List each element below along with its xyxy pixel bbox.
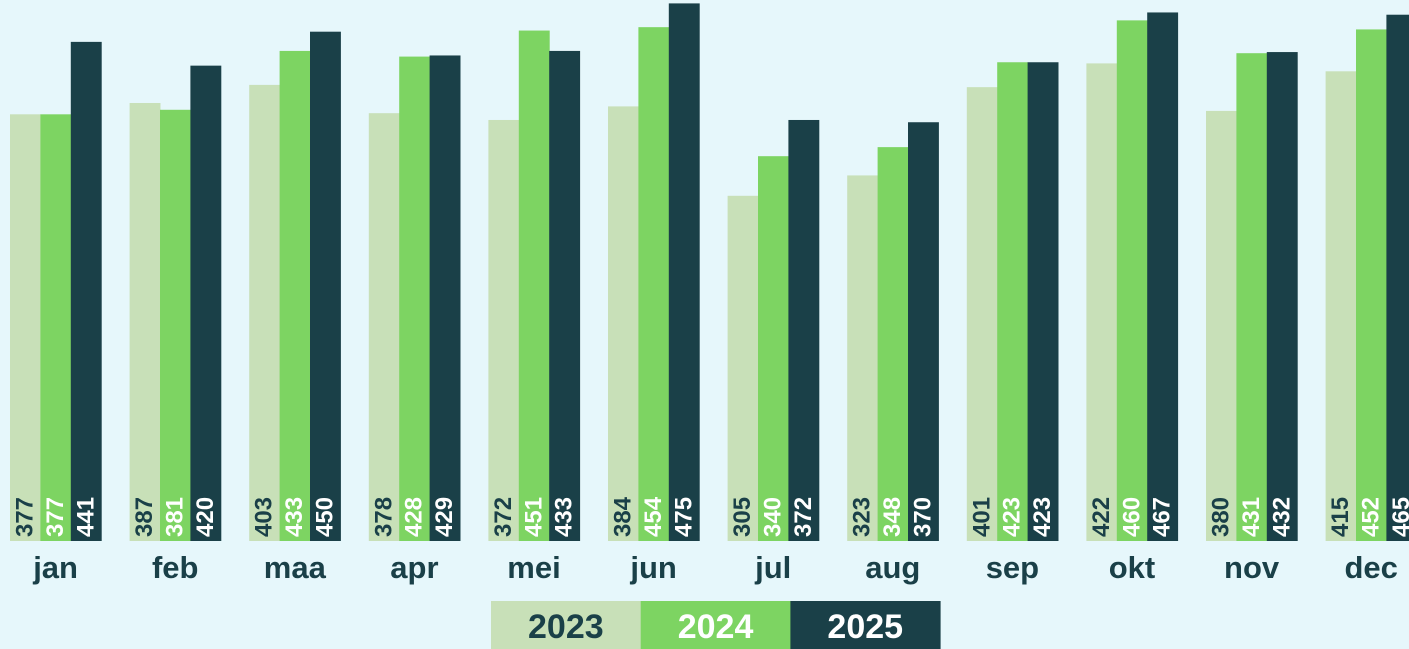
bar — [1356, 29, 1387, 541]
x-tick-label: okt — [1109, 550, 1156, 585]
value-label: 381 — [162, 497, 189, 537]
legend-label: 2023 — [528, 608, 604, 646]
value-label: 423 — [1029, 497, 1056, 537]
x-tick-label: aug — [865, 550, 920, 585]
bar — [429, 55, 461, 541]
value-label: 377 — [12, 497, 39, 537]
x-tick-label: dec — [1344, 550, 1397, 585]
value-label: 384 — [610, 496, 637, 537]
value-label: 475 — [670, 497, 697, 537]
value-label: 452 — [1358, 497, 1385, 537]
value-label: 450 — [312, 497, 339, 537]
bar — [788, 119, 820, 542]
value-label: 420 — [192, 497, 219, 537]
bar — [368, 113, 400, 541]
bar — [1325, 71, 1357, 541]
bar — [1116, 20, 1148, 542]
bar — [727, 195, 759, 541]
legend-swatch — [790, 601, 941, 649]
value-label: 401 — [968, 497, 995, 537]
bar — [1147, 12, 1179, 542]
bar — [399, 56, 431, 541]
value-label: 380 — [1208, 497, 1235, 537]
bar — [638, 27, 670, 541]
bar — [608, 106, 639, 541]
x-tick-label: maa — [264, 550, 327, 585]
value-label: 423 — [999, 497, 1026, 537]
bar — [279, 50, 311, 541]
value-label: 415 — [1327, 497, 1354, 537]
legend-swatch — [491, 601, 642, 649]
x-tick-label: mei — [507, 550, 560, 585]
bar — [1236, 53, 1268, 542]
bar — [129, 102, 161, 542]
x-tick-label: feb — [152, 550, 199, 585]
value-label: 348 — [879, 497, 906, 537]
bar — [70, 41, 102, 542]
bar — [877, 147, 909, 541]
x-tick-label: nov — [1224, 550, 1280, 585]
bar — [1027, 62, 1059, 541]
bar — [40, 114, 72, 542]
x-tick-label: apr — [390, 550, 438, 585]
value-label: 433 — [551, 497, 578, 537]
bar — [908, 122, 939, 541]
value-label: 323 — [849, 497, 876, 537]
value-label: 429 — [431, 497, 458, 537]
bar — [966, 87, 998, 542]
bar — [160, 109, 191, 541]
x-tick-label: jan — [32, 550, 78, 585]
value-label: 305 — [729, 497, 756, 537]
bar — [10, 114, 41, 542]
bar — [488, 119, 520, 542]
value-label: 377 — [42, 497, 69, 537]
value-label: 441 — [72, 497, 99, 537]
value-label: 433 — [281, 497, 308, 537]
bar — [249, 84, 281, 541]
bar — [518, 30, 550, 542]
bar — [310, 31, 341, 542]
bar — [1266, 52, 1298, 541]
x-tick-label: jul — [754, 550, 791, 585]
bar — [1206, 110, 1237, 541]
legend-swatch — [640, 601, 791, 649]
value-label: 428 — [401, 497, 428, 537]
x-tick-label: sep — [986, 550, 1039, 585]
value-label: 403 — [251, 497, 278, 537]
bar — [758, 156, 789, 541]
bar — [847, 175, 879, 541]
value-label: 370 — [910, 497, 937, 537]
bar — [1086, 63, 1118, 542]
value-label: 378 — [370, 497, 397, 537]
value-label: 340 — [760, 497, 787, 537]
bar — [1386, 14, 1409, 542]
value-label: 467 — [1149, 497, 1176, 537]
value-label: 372 — [490, 497, 517, 537]
value-label: 454 — [640, 496, 667, 537]
bar — [668, 3, 700, 542]
x-tick-label: jun — [629, 550, 677, 585]
value-label: 387 — [131, 497, 158, 537]
bar — [997, 62, 1029, 541]
bar — [549, 50, 581, 541]
legend-label: 2025 — [827, 608, 903, 646]
value-label: 451 — [520, 497, 547, 537]
value-label: 460 — [1118, 497, 1145, 537]
value-label: 372 — [790, 497, 817, 537]
value-label: 465 — [1388, 497, 1409, 537]
value-label: 431 — [1238, 497, 1265, 537]
bar — [190, 65, 222, 541]
value-label: 432 — [1268, 497, 1295, 537]
legend-label: 2024 — [678, 608, 754, 646]
value-label: 422 — [1088, 497, 1115, 537]
